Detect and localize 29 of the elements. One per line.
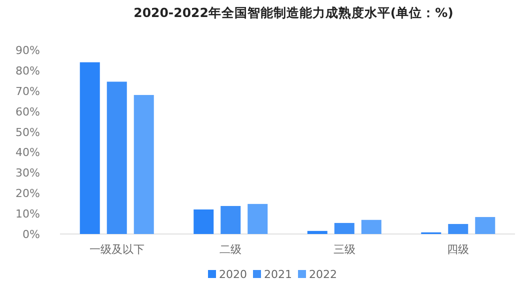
- bar: [106, 82, 127, 234]
- y-tick-label: 70%: [16, 84, 40, 98]
- x-tick-label: 二级: [220, 243, 242, 256]
- bar: [475, 217, 496, 234]
- y-tick-label: 60%: [16, 105, 40, 118]
- bar: [448, 224, 468, 234]
- y-tick-label: 10%: [16, 208, 40, 221]
- x-tick-label: 四级: [447, 243, 470, 256]
- bar: [80, 62, 100, 234]
- y-tick-label: 30%: [16, 166, 40, 180]
- y-tick-label: 50%: [16, 126, 40, 139]
- y-tick-label: 40%: [16, 146, 40, 160]
- bar: [134, 94, 154, 234]
- bar: [361, 220, 382, 234]
- y-tick-label: 0%: [22, 228, 40, 241]
- y-tick-label: 20%: [16, 187, 40, 200]
- x-tick-label: 一级及以下: [89, 243, 144, 256]
- y-tick-label: 90%: [16, 44, 40, 57]
- bar: [194, 209, 214, 234]
- bar: [307, 230, 328, 234]
- legend-label: 2022: [309, 268, 337, 281]
- legend-label: 2021: [264, 268, 292, 281]
- bar: [248, 204, 268, 234]
- legend-label: 2020: [219, 268, 247, 281]
- x-tick-label: 三级: [333, 243, 356, 256]
- bar: [334, 222, 354, 234]
- chart-title: 2020-2022年全国智能制造能力成熟度水平(单位：%): [134, 5, 454, 20]
- y-tick-label: 80%: [16, 64, 40, 78]
- bar: [220, 206, 241, 234]
